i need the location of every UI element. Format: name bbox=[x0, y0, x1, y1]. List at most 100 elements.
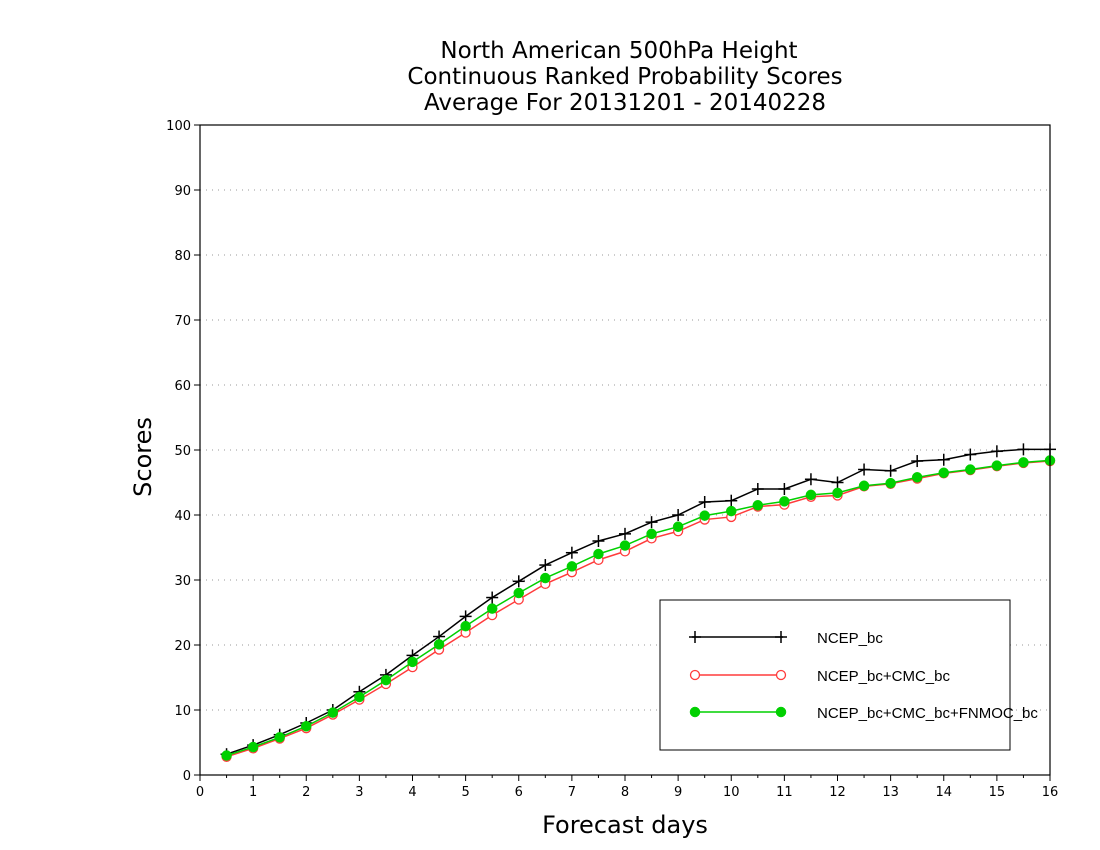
title-line-1: North American 500hPa Height bbox=[440, 38, 797, 64]
legend-label: NCEP_bc+CMC_bc+FNMOC_bc bbox=[817, 705, 1038, 722]
title-line-3: Average For 20131201 - 20140228 bbox=[424, 90, 826, 116]
data-point bbox=[937, 453, 950, 466]
x-tick-label: 9 bbox=[674, 785, 682, 800]
data-point bbox=[965, 464, 976, 475]
data-point bbox=[991, 460, 1003, 471]
data-point bbox=[301, 721, 312, 732]
y-tick-label: 50 bbox=[174, 444, 191, 459]
data-point bbox=[726, 505, 737, 517]
data-point bbox=[619, 540, 631, 551]
data-point bbox=[645, 516, 658, 529]
data-point bbox=[407, 656, 418, 668]
legend-marker bbox=[775, 631, 787, 643]
data-point bbox=[221, 750, 232, 761]
y-tick-label: 20 bbox=[174, 639, 191, 654]
data-point bbox=[751, 483, 764, 495]
x-tick-label: 14 bbox=[935, 785, 952, 800]
data-point bbox=[380, 674, 392, 686]
data-point bbox=[699, 510, 710, 521]
series-line bbox=[226, 448, 1050, 755]
data-point bbox=[752, 500, 764, 511]
data-point bbox=[911, 472, 923, 483]
y-tick-label: 90 bbox=[174, 184, 191, 199]
data-point bbox=[1018, 457, 1029, 468]
x-tick-label: 7 bbox=[568, 785, 576, 800]
y-tick-label: 100 bbox=[166, 119, 191, 134]
data-point bbox=[858, 463, 871, 476]
data-point bbox=[460, 620, 471, 632]
data-point bbox=[459, 610, 472, 623]
data-point bbox=[990, 445, 1003, 458]
data-point bbox=[247, 741, 259, 753]
data-point bbox=[1017, 443, 1030, 456]
data-point bbox=[327, 707, 339, 718]
chart-title: North American 500hPa Height Continuous … bbox=[407, 38, 842, 116]
y-axis: 0 10 20 30 40 50 60 70 80 90 100 bbox=[166, 119, 200, 784]
x-tick-label: 4 bbox=[408, 785, 416, 800]
data-point bbox=[433, 639, 445, 650]
data-point bbox=[540, 572, 551, 584]
x-tick-label: 5 bbox=[461, 785, 469, 800]
legend-marker bbox=[775, 706, 787, 718]
legend-item: NCEP_bc+CMC_bc+FNMOC_bc bbox=[689, 705, 1038, 722]
x-tick-label: 1 bbox=[249, 785, 257, 800]
data-point bbox=[832, 487, 843, 499]
x-tick-label: 2 bbox=[302, 785, 310, 800]
x-axis-label: Forecast days bbox=[542, 811, 708, 839]
series-layer bbox=[220, 443, 1056, 762]
series-3 bbox=[221, 455, 1056, 761]
data-point bbox=[512, 575, 525, 588]
x-tick-label: 12 bbox=[829, 785, 846, 800]
legend-marker bbox=[775, 669, 787, 681]
legend: NCEP_bc NCEP_bc+CMC_bc NCEP_bc+CMC_bc+FNMO… bbox=[659, 599, 1038, 751]
data-point bbox=[964, 448, 977, 461]
x-tick-label: 6 bbox=[515, 785, 523, 800]
data-point bbox=[513, 587, 524, 599]
x-tick-label: 16 bbox=[1042, 785, 1059, 800]
legend-label: NCEP_bc+CMC_bc bbox=[817, 668, 950, 685]
data-point bbox=[592, 535, 605, 547]
x-tick-label: 8 bbox=[621, 785, 629, 800]
y-tick-label: 10 bbox=[174, 704, 191, 719]
legend-marker bbox=[689, 706, 701, 718]
data-point bbox=[274, 732, 285, 743]
y-tick-label: 80 bbox=[174, 249, 191, 264]
x-tick-label: 11 bbox=[776, 785, 793, 800]
data-point bbox=[619, 527, 631, 540]
data-point bbox=[565, 546, 578, 559]
x-tick-label: 10 bbox=[723, 785, 740, 800]
x-axis: 0 1 2 3 4 5 6 7 8 9 10 11 12 13 14 15 16 bbox=[196, 775, 1058, 800]
x-tick-label: 13 bbox=[882, 785, 899, 800]
data-point bbox=[539, 559, 552, 572]
data-point bbox=[831, 476, 844, 489]
data-point bbox=[938, 467, 949, 478]
legend-item: NCEP_bc+CMC_bc bbox=[689, 668, 950, 685]
legend-marker bbox=[689, 631, 701, 643]
data-point bbox=[911, 455, 924, 468]
data-point bbox=[354, 691, 365, 703]
y-axis-label: Scores bbox=[129, 417, 157, 497]
data-point bbox=[885, 477, 896, 489]
data-point bbox=[672, 509, 685, 521]
data-point bbox=[778, 483, 791, 495]
y-tick-label: 70 bbox=[174, 314, 191, 329]
data-point bbox=[804, 473, 817, 486]
data-point bbox=[486, 591, 499, 604]
data-point bbox=[672, 521, 684, 532]
data-point bbox=[698, 496, 711, 508]
data-point bbox=[566, 561, 578, 572]
y-tick-label: 40 bbox=[174, 509, 191, 524]
legend-label: NCEP_bc bbox=[817, 630, 883, 647]
x-tick-label: 15 bbox=[989, 785, 1006, 800]
data-point bbox=[884, 464, 897, 477]
title-line-2: Continuous Ranked Probability Scores bbox=[407, 64, 842, 90]
x-tick-label: 3 bbox=[355, 785, 363, 800]
x-tick-label: 0 bbox=[196, 785, 204, 800]
y-tick-label: 30 bbox=[174, 574, 191, 589]
data-point bbox=[779, 496, 790, 507]
data-point bbox=[858, 480, 870, 491]
data-point bbox=[486, 603, 498, 614]
y-tick-label: 60 bbox=[174, 379, 191, 394]
data-point bbox=[646, 528, 657, 540]
